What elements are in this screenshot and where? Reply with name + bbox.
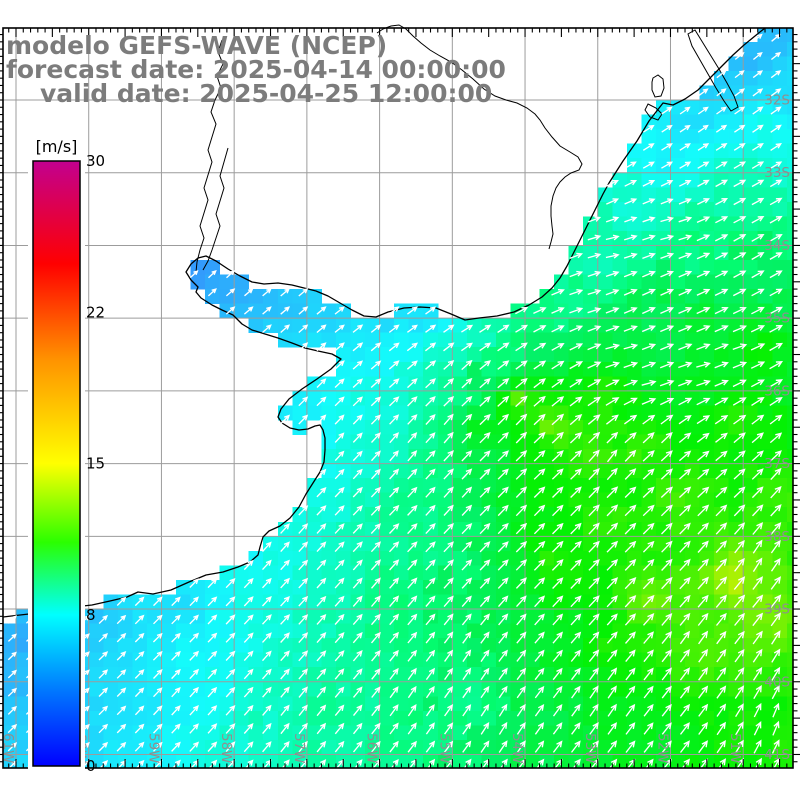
lat-label: 33S bbox=[764, 165, 790, 181]
lon-label: 55W bbox=[436, 733, 452, 764]
lon-label: 57W bbox=[291, 733, 307, 764]
colorbar-unit-label: [m/s] bbox=[36, 137, 78, 156]
lon-label: 54W bbox=[509, 733, 525, 764]
lat-label: 38S bbox=[764, 529, 790, 545]
colorbar-tick-label: 8 bbox=[86, 606, 96, 624]
colorbar-gradient bbox=[32, 160, 81, 767]
lat-label: 37S bbox=[764, 456, 790, 472]
lat-label: 41S bbox=[764, 747, 790, 763]
colorbar-tick-label: 22 bbox=[86, 303, 105, 321]
lon-label: 61W bbox=[0, 733, 16, 764]
lat-label: 36S bbox=[764, 383, 790, 399]
lat-label: 35S bbox=[764, 311, 790, 327]
map-frame bbox=[0, 27, 800, 769]
wave-speed-field bbox=[3, 28, 793, 768]
colorbar-tick-label: 15 bbox=[86, 455, 105, 473]
lat-label: 40S bbox=[764, 674, 790, 690]
lon-label: 53W bbox=[582, 733, 598, 764]
lat-label: 34S bbox=[764, 238, 790, 254]
lon-label: 59W bbox=[145, 733, 161, 764]
lat-label: 32S bbox=[764, 93, 790, 109]
colorbar-tick-label: 0 bbox=[86, 757, 96, 775]
lon-label: 56W bbox=[364, 733, 380, 764]
lon-label: 52W bbox=[654, 733, 670, 764]
lat-label: 39S bbox=[764, 602, 790, 618]
coastline bbox=[2, 27, 766, 618]
lon-label: 58W bbox=[218, 733, 234, 764]
direction-arrows bbox=[7, 33, 784, 768]
colorbar-tick-label: 30 bbox=[86, 152, 105, 170]
lon-label: 51W bbox=[727, 733, 743, 764]
graticule bbox=[3, 28, 793, 768]
colorbar: [m/s] 30 22 15 8 0 bbox=[28, 137, 105, 775]
rivers-and-lagoons bbox=[195, 24, 739, 273]
